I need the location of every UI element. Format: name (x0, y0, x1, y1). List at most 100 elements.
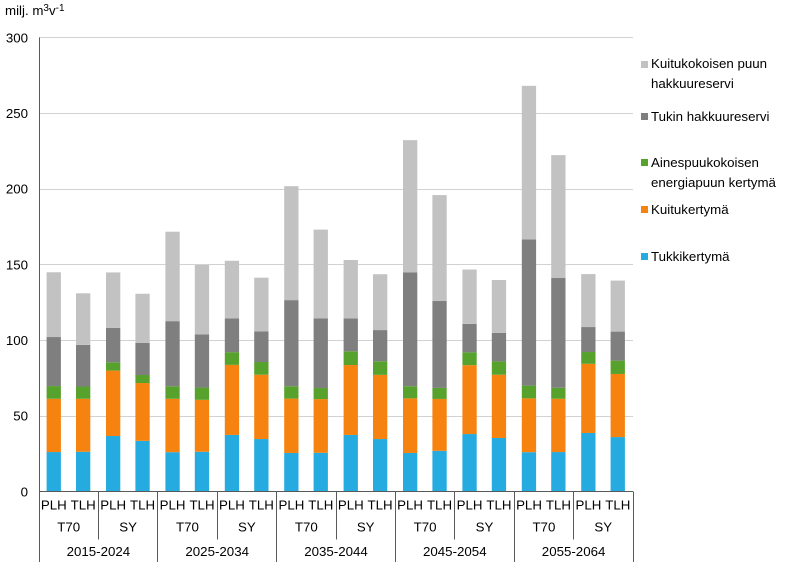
bar-segment (521, 85, 537, 240)
bar-segment (521, 398, 537, 453)
bar-segment (403, 272, 418, 387)
bar-segment (106, 370, 121, 437)
bar-segment (135, 342, 150, 376)
bar-segment (403, 452, 418, 492)
column-label: PLH (338, 498, 364, 513)
bar-segment (551, 398, 566, 453)
bar-segment (76, 293, 91, 345)
bar-segment (521, 452, 537, 492)
bar-segment (373, 361, 388, 375)
scenario-label: T70 (414, 520, 437, 535)
column-label: TLH (71, 498, 96, 513)
legend-swatch-energia (641, 159, 648, 166)
bar-segment (254, 277, 269, 332)
column-label: PLH (575, 498, 601, 513)
bar-segment (76, 344, 91, 387)
bar-2025-2034-T70-PLH (165, 231, 180, 492)
bar-segment (254, 374, 269, 440)
y-axis-unit-label: milj. m3v-1 (5, 2, 65, 19)
decade-label: 2045-2054 (423, 544, 487, 559)
column-label: TLH (368, 498, 393, 513)
bar-segment (343, 318, 358, 352)
bar-segment (76, 398, 91, 452)
bar-2045-2054-T70-TLH (432, 195, 447, 492)
y-tick-label-200: 200 (6, 182, 28, 197)
scenario-label: T70 (295, 520, 318, 535)
bar-2055-2064-T70-TLH (551, 155, 566, 492)
column-label: PLH (100, 498, 126, 513)
legend-swatch-kuitu (641, 206, 648, 213)
bar-segment (165, 321, 180, 387)
bar-segment (403, 398, 418, 453)
bar-segment (224, 260, 240, 319)
column-label: TLH (546, 498, 571, 513)
bar-segment (581, 352, 596, 364)
scenario-label: SY (238, 520, 256, 535)
bar-segment (462, 434, 477, 492)
bar-segment (224, 364, 240, 435)
bar-segment (432, 387, 447, 399)
bar-segment (165, 452, 180, 492)
bar-segment (491, 279, 507, 333)
column-label: TLH (130, 498, 155, 513)
legend-label-energia: Ainespuukokoisen energiapuun kertymä (651, 154, 776, 190)
bar-segment (165, 231, 180, 322)
y-tick-label-50: 50 (13, 409, 28, 424)
bar-segment (610, 437, 625, 492)
bar-segment (106, 436, 121, 492)
column-label: PLH (41, 498, 67, 513)
column-label: PLH (516, 498, 542, 513)
bar-segment (194, 451, 210, 492)
bar-segment (135, 440, 150, 492)
column-label: PLH (397, 498, 423, 513)
scenario-label: T70 (532, 520, 555, 535)
bar-segment (284, 398, 299, 453)
column-label: TLH (427, 498, 452, 513)
bar-segment (610, 280, 625, 332)
superscript-minus-1: -1 (55, 2, 65, 14)
legend-label-kuitu-reservi: Kuitukokoisen puun hakkuureservi (651, 56, 768, 91)
column-label: TLH (189, 498, 214, 513)
bar-segment (432, 450, 447, 492)
bar-segment (313, 388, 328, 400)
y-tick-label-300: 300 (6, 30, 28, 45)
bar-segment (462, 352, 477, 366)
bar-segment (373, 374, 388, 440)
scenario-label: SY (476, 520, 494, 535)
bar-segment (581, 327, 596, 353)
bar-segment (313, 452, 328, 492)
column-label: PLH (160, 498, 186, 513)
bar-segment (462, 365, 477, 435)
bar-segment (551, 278, 566, 388)
bar-segment (284, 386, 299, 399)
bar-segment (254, 331, 269, 363)
bar-2055-2064-SY-PLH (581, 274, 596, 492)
bar-segment (343, 365, 358, 435)
bar-segment (373, 330, 388, 362)
bar-segment (76, 451, 91, 492)
decade-label: 2015-2024 (67, 544, 131, 559)
bar-segment (254, 362, 269, 375)
bar-segment (610, 331, 625, 361)
bar-segment (106, 362, 121, 371)
bar-segment (313, 318, 328, 389)
decade-label: 2035-2044 (304, 544, 368, 559)
bar-segment (610, 360, 625, 374)
column-label: TLH (486, 498, 511, 513)
bar-2035-2044-T70-PLH (284, 186, 299, 492)
bar-segment (610, 373, 625, 438)
bar-2015-2024-T70-TLH (76, 293, 91, 492)
bar-segment (106, 272, 121, 328)
bar-segment (254, 439, 269, 492)
column-label: PLH (219, 498, 245, 513)
legend-swatch-tukki-reservi (641, 113, 648, 120)
bar-segment (551, 155, 566, 279)
bar-segment (462, 323, 477, 353)
bar-segment (403, 140, 418, 273)
bar-segment (521, 239, 537, 386)
bar-segment (135, 375, 150, 384)
legend-label-kuitu: Kuitukertymä (651, 201, 729, 217)
bar-segment (491, 361, 507, 375)
